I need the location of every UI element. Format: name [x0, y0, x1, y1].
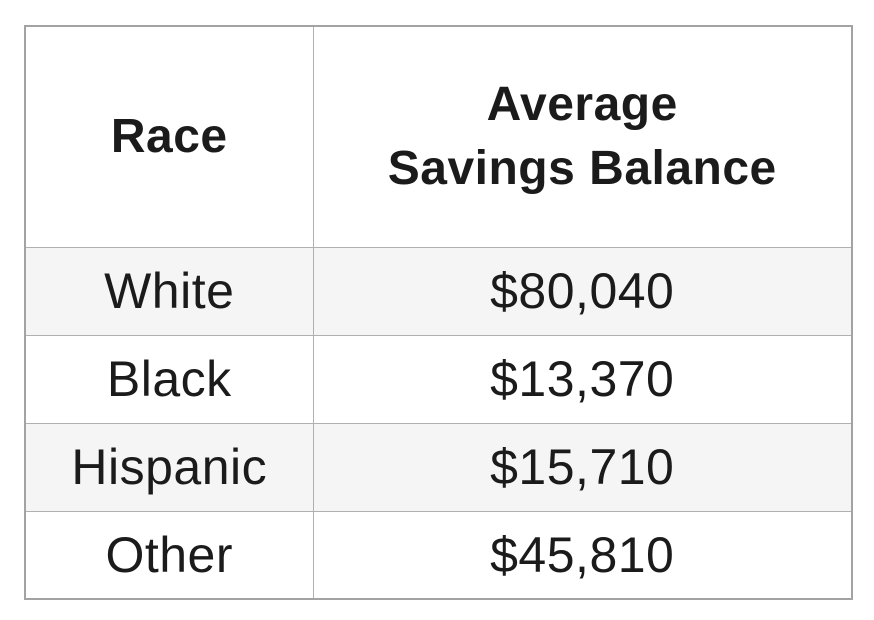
race-cell: Other	[24, 510, 314, 600]
balance-cell: $80,040	[312, 246, 853, 336]
header-row: Race Average Savings Balance	[24, 25, 853, 248]
savings-by-race-table-container: Race Average Savings Balance White $80,0…	[24, 25, 853, 600]
table-row-hispanic: Hispanic $15,710	[24, 422, 853, 512]
table-row-other: Other $45,810	[24, 510, 853, 600]
column-header-average-savings-balance: Average Savings Balance	[312, 25, 853, 248]
balance-cell: $13,370	[312, 334, 853, 424]
savings-by-race-table: Race Average Savings Balance White $80,0…	[24, 25, 853, 600]
race-cell: Hispanic	[24, 422, 314, 512]
table-row-black: Black $13,370	[24, 334, 853, 424]
balance-cell: $45,810	[312, 510, 853, 600]
race-cell: White	[24, 246, 314, 336]
table-row-white: White $80,040	[24, 246, 853, 336]
column-header-race: Race	[24, 25, 314, 248]
balance-cell: $15,710	[312, 422, 853, 512]
race-cell: Black	[24, 334, 314, 424]
